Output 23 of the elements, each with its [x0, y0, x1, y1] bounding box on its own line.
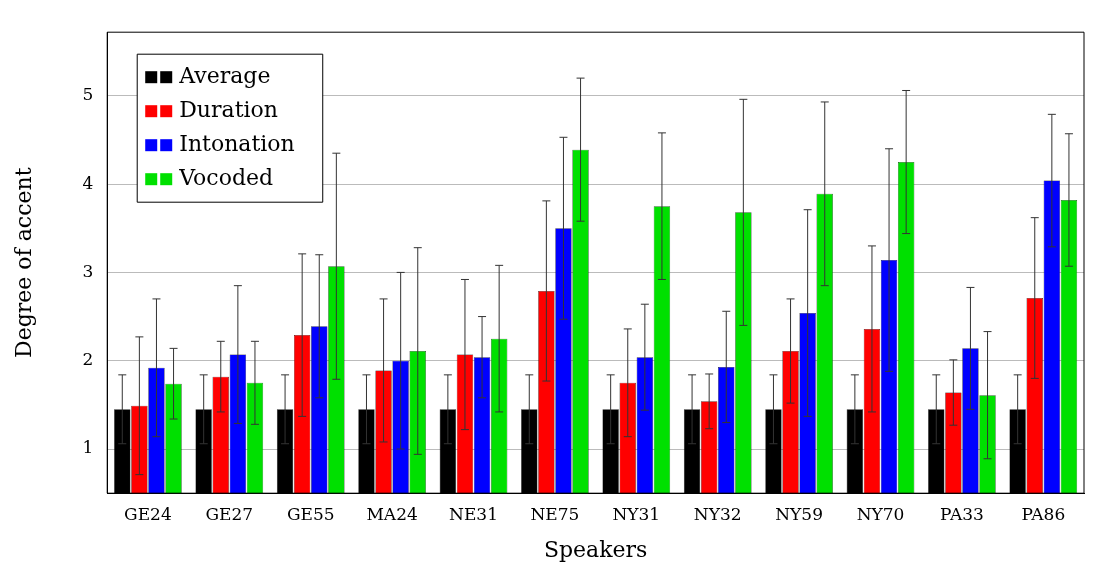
- x-tick-label: MA24: [366, 503, 418, 524]
- legend-label: Vocoded: [178, 164, 274, 190]
- x-tick-label: PA33: [940, 503, 984, 524]
- x-tick-label: NY59: [775, 503, 823, 524]
- x-tick-label: GE27: [205, 503, 254, 524]
- x-tick-label: NE31: [449, 503, 498, 524]
- y-tick-label: 5: [82, 84, 94, 105]
- x-tick-label: GE55: [286, 503, 335, 524]
- legend-label: Duration: [179, 96, 278, 122]
- x-axis-title: Speakers: [543, 536, 648, 562]
- x-tick-label: NY32: [693, 503, 742, 524]
- x-tick-label: NY70: [856, 503, 905, 524]
- x-tick-label: PA86: [1021, 503, 1066, 524]
- y-axis-title: Degree of accent: [10, 167, 36, 358]
- y-tick-label: 2: [82, 349, 94, 370]
- y-tick-label: 3: [82, 260, 94, 281]
- y-tick-label: 4: [82, 172, 94, 193]
- y-tick-label: 1: [82, 437, 94, 458]
- x-tick-label: NE75: [530, 503, 580, 524]
- legend-label: Intonation: [179, 130, 295, 156]
- legend-label: Average: [178, 62, 271, 88]
- x-tick-label: GE24: [124, 503, 172, 524]
- x-tick-label: NY31: [612, 503, 661, 524]
